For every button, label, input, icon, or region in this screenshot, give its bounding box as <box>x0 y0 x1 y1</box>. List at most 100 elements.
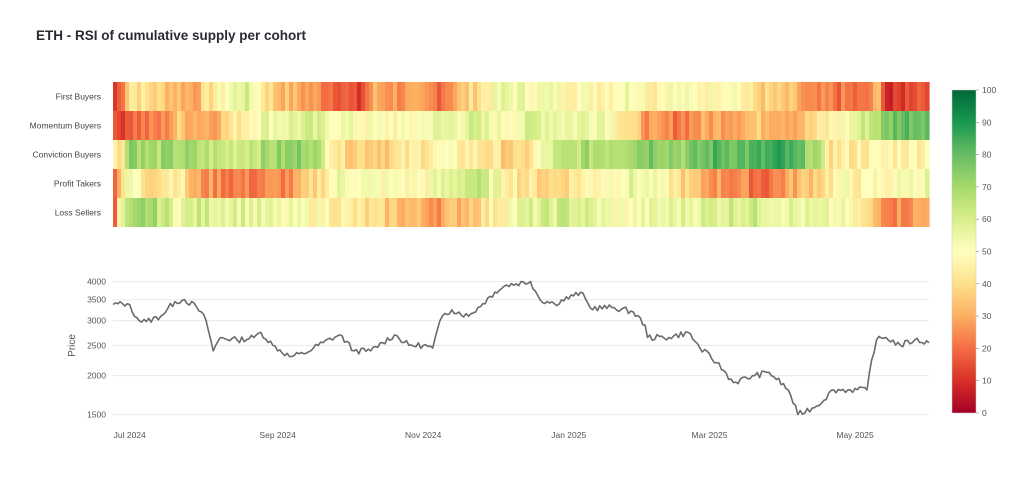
heatmap-cell <box>813 82 818 111</box>
heatmap-cell <box>429 82 434 111</box>
heatmap-cell <box>373 140 378 169</box>
heatmap-cell <box>205 169 210 198</box>
heatmap-cell <box>829 82 834 111</box>
heatmap-cell <box>141 198 146 227</box>
heatmap-cell <box>793 111 798 140</box>
heatmap-cell <box>545 82 550 111</box>
heatmap-cell <box>925 82 930 111</box>
heatmap-cell <box>237 198 242 227</box>
heatmap-cell <box>437 140 442 169</box>
heatmap-cell <box>329 111 334 140</box>
heatmap-cell <box>193 169 198 198</box>
heatmap-cell <box>697 111 702 140</box>
heatmap-cell <box>285 82 290 111</box>
heatmap-cell <box>361 198 366 227</box>
heatmap-cell <box>141 169 146 198</box>
heatmap-cell <box>517 140 522 169</box>
heatmap-cell <box>233 140 238 169</box>
heatmap-cell <box>629 82 634 111</box>
heatmap-cell <box>801 198 806 227</box>
heatmap-cell <box>833 111 838 140</box>
heatmap-cell <box>213 169 218 198</box>
heatmap-cell <box>633 82 638 111</box>
heatmap-cell <box>605 82 610 111</box>
heatmap-cell <box>425 169 430 198</box>
heatmap-cell <box>341 140 346 169</box>
heatmap-cell <box>597 111 602 140</box>
heatmap-cell <box>613 198 618 227</box>
heatmap-cell <box>441 111 446 140</box>
heatmap-cell <box>709 111 714 140</box>
colorbar-tick-label: 20 <box>982 343 992 353</box>
colorbar-tick-label: 60 <box>982 214 992 224</box>
heatmap-cell <box>197 140 202 169</box>
heatmap-cell <box>769 111 774 140</box>
heatmap-cell <box>181 198 186 227</box>
heatmap-cell <box>697 140 702 169</box>
heatmap-cell <box>661 169 666 198</box>
heatmap-cell <box>665 198 670 227</box>
heatmap-cell <box>161 198 166 227</box>
heatmap-cell <box>897 169 902 198</box>
heatmap-cell <box>705 111 710 140</box>
heatmap-cell <box>333 111 338 140</box>
heatmap-cell <box>561 111 566 140</box>
heatmap-cell <box>921 169 926 198</box>
heatmap-cell <box>641 198 646 227</box>
heatmap-cell <box>149 140 154 169</box>
heatmap-cell <box>381 111 386 140</box>
heatmap-cell <box>761 198 766 227</box>
heatmap-cell <box>165 198 170 227</box>
heatmap-cell <box>133 140 138 169</box>
heatmap-cell <box>829 140 834 169</box>
heatmap-cell <box>241 169 246 198</box>
heatmap-cell <box>565 140 570 169</box>
heatmap-cell <box>525 169 530 198</box>
heatmap-cell <box>321 169 326 198</box>
heatmap-cell <box>737 111 742 140</box>
heatmap-cell <box>373 82 378 111</box>
heatmap-cell <box>209 82 214 111</box>
heatmap-cell <box>913 198 918 227</box>
heatmap-cell <box>733 169 738 198</box>
heatmap-cell <box>861 169 866 198</box>
heatmap-cell <box>561 140 566 169</box>
heatmap-cell <box>857 111 862 140</box>
heatmap-cell <box>789 198 794 227</box>
heatmap-cell <box>201 111 206 140</box>
heatmap-cell <box>493 198 498 227</box>
heatmap-cell <box>449 169 454 198</box>
heatmap-cell <box>721 198 726 227</box>
heatmap-cell <box>465 140 470 169</box>
heatmap-cell <box>509 140 514 169</box>
heatmap-cell <box>573 140 578 169</box>
heatmap-cell <box>129 111 134 140</box>
heatmap-cell <box>209 169 214 198</box>
heatmap-cell <box>529 198 534 227</box>
heatmap-cell <box>541 82 546 111</box>
heatmap-cell <box>857 169 862 198</box>
heatmap-cell <box>217 169 222 198</box>
heatmap-cell <box>561 198 566 227</box>
heatmap-cell <box>901 140 906 169</box>
heatmap-cell <box>341 111 346 140</box>
heatmap-cell <box>729 111 734 140</box>
heatmap-cell <box>665 169 670 198</box>
heatmap-cell <box>329 82 334 111</box>
heatmap-cell <box>885 111 890 140</box>
price-series <box>112 280 930 416</box>
heatmap-cell <box>229 140 234 169</box>
heatmap-cell <box>397 169 402 198</box>
heatmap-cell <box>825 140 830 169</box>
heatmap-cell <box>157 82 162 111</box>
heatmap-cell <box>813 169 818 198</box>
heatmap-cell <box>721 169 726 198</box>
heatmap-cell <box>601 140 606 169</box>
heatmap-cell <box>357 198 362 227</box>
heatmap-cell <box>729 169 734 198</box>
heatmap-cell <box>609 140 614 169</box>
heatmap-cell <box>621 82 626 111</box>
heatmap-cell <box>417 82 422 111</box>
heatmap-cell <box>437 82 442 111</box>
heatmap-cell <box>561 169 566 198</box>
